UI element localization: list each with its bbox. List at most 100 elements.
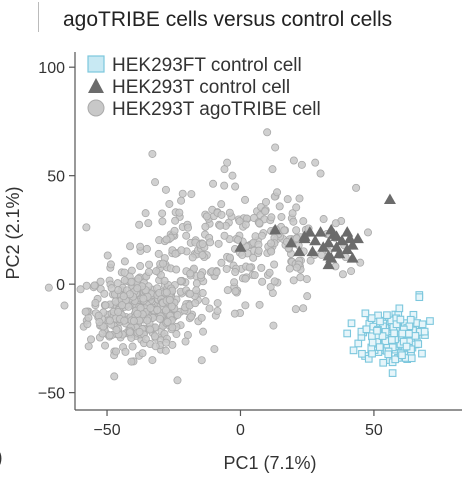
hek293ft-control-cell-point (384, 350, 393, 359)
hek293t-agotribe-cell-point (231, 268, 240, 277)
hek293ft-control-cell-point (418, 320, 427, 329)
hek293ft-control-cell-point (388, 369, 397, 377)
hek293t-agotribe-cell-point (269, 321, 278, 330)
hek293t-control-cell-point (234, 241, 247, 252)
hek293t-agotribe-cell-point (230, 278, 239, 287)
hek293t-agotribe-cell-point (182, 231, 191, 240)
y-axis-title: PC2 (2.1%) (3, 186, 23, 279)
title-divider (38, 2, 39, 32)
hek293t-agotribe-cell-point (133, 309, 142, 318)
hek293t-agotribe-cell-point (198, 239, 207, 248)
hek293t-agotribe-cell-point (144, 219, 153, 228)
legend-label: HEK293T agoTRIBE cell (112, 99, 321, 120)
hek293t-agotribe-cell-point (187, 190, 196, 199)
hek293t-agotribe-cell-point (158, 217, 167, 226)
hek293t-agotribe-cell-point (90, 281, 99, 290)
hek293t-agotribe-cell-point (306, 256, 315, 265)
hek293t-agotribe-cell-point (238, 250, 247, 259)
hek293t-agotribe-cell-point (338, 270, 347, 279)
hek293t-agotribe-cell-point (127, 277, 136, 286)
hek293t-agotribe-cell-point (255, 300, 264, 309)
hek293t-agotribe-cell-point (266, 282, 275, 291)
hek293t-agotribe-cell-point (217, 258, 226, 267)
hek293t-agotribe-cell-point (167, 302, 176, 311)
hek293t-control-cell-point (322, 236, 335, 248)
hek293t-agotribe-cell-point (267, 239, 276, 248)
x-tick-label: 0 (236, 422, 245, 439)
hek293t-agotribe-cell-point (96, 277, 105, 286)
hek293ft-control-cell-point (373, 326, 381, 335)
hek293t-agotribe-cell-point (162, 235, 171, 244)
hek293t-control-cell-point (383, 193, 396, 205)
hek293t-agotribe-cell-point (91, 298, 100, 307)
hek293t-agotribe-cell-point (121, 347, 130, 356)
hek293t-agotribe-cell-point (317, 250, 326, 259)
hek293t-agotribe-cell-point (347, 267, 356, 276)
hek293t-agotribe-cell-point (178, 189, 187, 198)
hek293t-agotribe-cell-point (297, 160, 306, 169)
hek293t-agotribe-cell-point (198, 251, 207, 260)
hek293t-agotribe-cell-point (100, 289, 109, 298)
hek293t-agotribe-cell-point (231, 287, 240, 296)
legend-marker-square (87, 55, 105, 73)
hek293ft-control-cell-point (406, 315, 415, 324)
hek293t-agotribe-cell-point (161, 185, 170, 194)
hek293t-control-cell-point (322, 258, 335, 270)
hek293ft-control-cell-point (367, 314, 376, 322)
hek293t-agotribe-cell-point (267, 213, 276, 222)
hek293t-agotribe-cell-point (331, 219, 340, 228)
hek293t-agotribe-cell-point (319, 215, 328, 224)
hek293t-agotribe-cell-point (151, 178, 160, 187)
hek293t-agotribe-cell-point (146, 304, 155, 313)
y-tick-label: −50 (38, 386, 65, 403)
hek293t-agotribe-cell-point (202, 212, 211, 221)
hek293t-agotribe-cell-point (225, 208, 234, 217)
hek293t-agotribe-cell-point (141, 209, 150, 218)
hek293t-agotribe-cell-point (176, 277, 185, 286)
hek293t-agotribe-cell-point (222, 264, 231, 273)
hek293t-agotribe-cell-point (220, 181, 229, 190)
hek293t-agotribe-cell-point (160, 276, 169, 285)
hek293t-agotribe-cell-point (316, 169, 325, 178)
hek293t-agotribe-cell-point (352, 183, 361, 192)
hek293t-agotribe-cell-point (162, 338, 171, 347)
hek293t-agotribe-cell-point (134, 274, 143, 283)
hek293t-agotribe-cell-point (126, 242, 135, 251)
hek293t-agotribe-cell-point (101, 301, 110, 310)
legend-label: HEK293FT control cell (112, 55, 302, 76)
hek293t-agotribe-cell-point (275, 202, 284, 211)
hek293t-control-cell-point (309, 234, 322, 246)
hek293t-agotribe-cell-point (209, 179, 218, 188)
hek293t-agotribe-cell-point (254, 246, 263, 255)
hek293t-agotribe-cell-point (120, 268, 129, 277)
hek293t-agotribe-cell-point (265, 268, 274, 277)
hek293t-agotribe-cell-point (212, 268, 221, 277)
hek293t-agotribe-cell-point (245, 263, 254, 272)
hek293t-agotribe-cell-point (145, 260, 154, 269)
hek293t-agotribe-cell-point (292, 203, 301, 212)
hek293t-agotribe-cell-point (165, 199, 174, 208)
hek293t-agotribe-cell-point (83, 320, 92, 329)
hek293t-agotribe-cell-point (241, 195, 250, 204)
hek293t-agotribe-cell-point (299, 304, 308, 313)
hek293t-agotribe-cell-point (356, 258, 365, 267)
hek293t-agotribe-cell-point (241, 274, 250, 283)
hek293t-agotribe-cell-point (217, 210, 226, 219)
hek293ft-control-cell-point (390, 329, 398, 338)
hek293t-agotribe-cell-point (267, 247, 276, 256)
hek293t-agotribe-cell-point (235, 217, 244, 226)
hek293t-agotribe-cell-point (205, 304, 214, 313)
hek293t-agotribe-cell-point (163, 317, 172, 326)
hek293t-agotribe-cell-point (291, 305, 300, 314)
hek293t-agotribe-cell-point (299, 217, 308, 226)
hek293t-agotribe-cell-point (311, 158, 320, 167)
hek293t-agotribe-cell-point (220, 231, 229, 240)
hek293t-control-cell-point (298, 232, 311, 244)
hek293t-agotribe-cell-point (206, 238, 215, 247)
hek293t-agotribe-cell-point (141, 335, 150, 344)
hek293ft-control-cell-point (391, 355, 400, 364)
hek293t-agotribe-cell-point (258, 277, 267, 286)
y-tick-label: 100 (38, 60, 65, 77)
hek293t-agotribe-cell-point (113, 279, 122, 288)
hek293t-agotribe-cell-point (196, 271, 205, 280)
